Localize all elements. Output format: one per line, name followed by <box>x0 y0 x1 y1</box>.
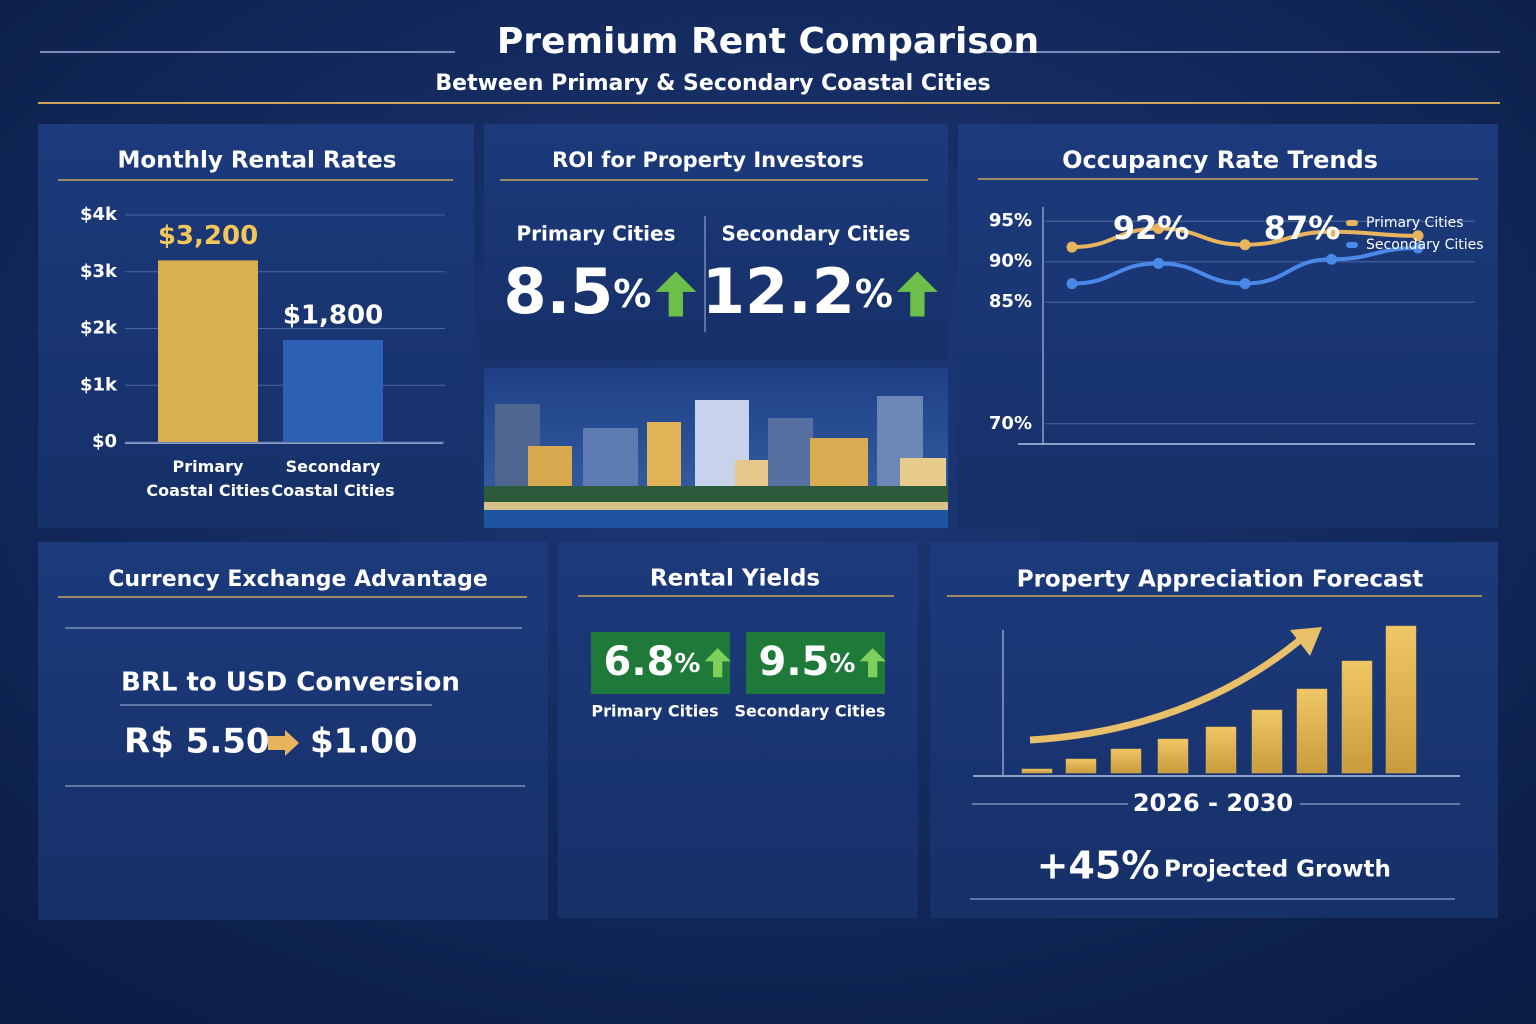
beach <box>484 502 948 510</box>
value-label: $1,800 <box>283 300 383 330</box>
point <box>1326 253 1337 265</box>
title: Premium Rent Comparison <box>497 21 1039 62</box>
panel <box>958 124 1498 528</box>
x-tick-label: Primary Coastal Cities <box>146 457 270 500</box>
panel <box>484 124 948 360</box>
chart-title: Monthly Rental Rates <box>118 148 397 174</box>
y-tick-label: 95% <box>989 210 1032 231</box>
yield-label: Primary Cities <box>591 702 718 721</box>
point <box>1066 278 1078 290</box>
y-tick-label: $3k <box>80 261 118 282</box>
stat-value: 6.8% <box>604 639 701 685</box>
annotation: 87% <box>1264 209 1341 247</box>
stat-suffix: % <box>674 649 700 679</box>
roi-label: Secondary Cities <box>722 222 911 246</box>
bar <box>1341 660 1373 774</box>
y-tick-label: $0 <box>92 431 117 452</box>
y-tick-label: 95% <box>989 210 1032 231</box>
yield-label: Secondary Cities <box>734 702 885 721</box>
y-tick-label: $1k <box>80 374 118 395</box>
value-label: $3,200 <box>158 221 258 251</box>
trees <box>484 486 948 504</box>
up-arrow <box>655 271 697 317</box>
growth-value: +45% <box>1037 844 1160 888</box>
arrow <box>268 730 299 756</box>
stat-value: 12.2% <box>702 255 893 328</box>
annotation: 92% <box>1113 209 1190 247</box>
currency-to: $1.00 <box>310 722 418 762</box>
currency-from: R$ 5.50 <box>124 722 270 762</box>
point <box>1066 241 1078 253</box>
up-arrow <box>859 648 886 678</box>
x-label: 2026 - 2030 <box>1133 789 1293 817</box>
panel-title: Rental Yields <box>650 566 820 592</box>
legend-label: Secondary Cities <box>1366 237 1484 253</box>
growth-text: Projected Growth <box>1164 857 1391 883</box>
y-tick-label: $2k <box>80 318 118 339</box>
legend-label: Primary Cities <box>1366 215 1464 231</box>
point <box>1153 257 1164 269</box>
bar <box>1110 748 1142 774</box>
y-tick-label: 85% <box>989 291 1032 312</box>
up-arrow <box>896 271 938 317</box>
stat-value: 8.5% <box>503 255 651 328</box>
subtitle: Between Primary & Secondary Coastal Citi… <box>435 71 990 96</box>
bar <box>1385 625 1417 774</box>
sea <box>484 510 948 528</box>
chart-title: Occupancy Rate Trends <box>1062 146 1378 174</box>
point <box>1239 239 1251 251</box>
currency-heading: BRL to USD Conversion <box>121 668 460 698</box>
point <box>1326 226 1337 238</box>
y-tick-label: 90% <box>989 251 1032 272</box>
stat-suffix: % <box>829 649 855 679</box>
decor-lines <box>65 216 1460 900</box>
stat-number: 9.5 <box>759 639 830 685</box>
bar <box>283 339 383 442</box>
trend-arrow <box>1029 637 1303 744</box>
city-image <box>484 368 948 528</box>
bar <box>1065 758 1097 774</box>
y-tick-label: $4k <box>80 204 118 225</box>
panel <box>558 542 918 918</box>
stat-suffix: % <box>855 272 893 316</box>
point <box>1239 278 1251 290</box>
panel-rules <box>58 178 1482 598</box>
panel <box>38 542 548 920</box>
bar <box>158 260 258 442</box>
point <box>1412 242 1424 254</box>
x-tick-label: Secondary Coastal Cities <box>271 457 395 500</box>
bar <box>1021 768 1053 774</box>
panel-title: ROI for Property Investors <box>552 148 864 172</box>
trend-arrow-head <box>1290 627 1322 656</box>
roi-label: Primary Cities <box>517 222 676 246</box>
stat-suffix: % <box>613 272 651 316</box>
yield-box <box>746 632 885 694</box>
stat-value: 9.5% <box>759 639 856 685</box>
bar <box>1205 726 1237 774</box>
point <box>1153 223 1164 234</box>
legend-swatch <box>1346 220 1358 226</box>
bar <box>1157 738 1189 774</box>
yield-box <box>591 632 730 694</box>
up-arrow <box>704 648 731 678</box>
panel-title: Currency Exchange Advantage <box>108 567 488 592</box>
panels <box>38 124 1498 920</box>
legend-swatch <box>1346 242 1358 248</box>
point <box>1412 230 1424 242</box>
stat-number: 12.2 <box>702 255 855 328</box>
stat-number: 8.5 <box>503 255 613 328</box>
bar <box>1296 688 1328 774</box>
y-tick-label: 70% <box>989 413 1032 434</box>
bar <box>1251 709 1283 774</box>
chart-title: Property Appreciation Forecast <box>1017 567 1424 593</box>
stat-number: 6.8 <box>604 639 675 685</box>
